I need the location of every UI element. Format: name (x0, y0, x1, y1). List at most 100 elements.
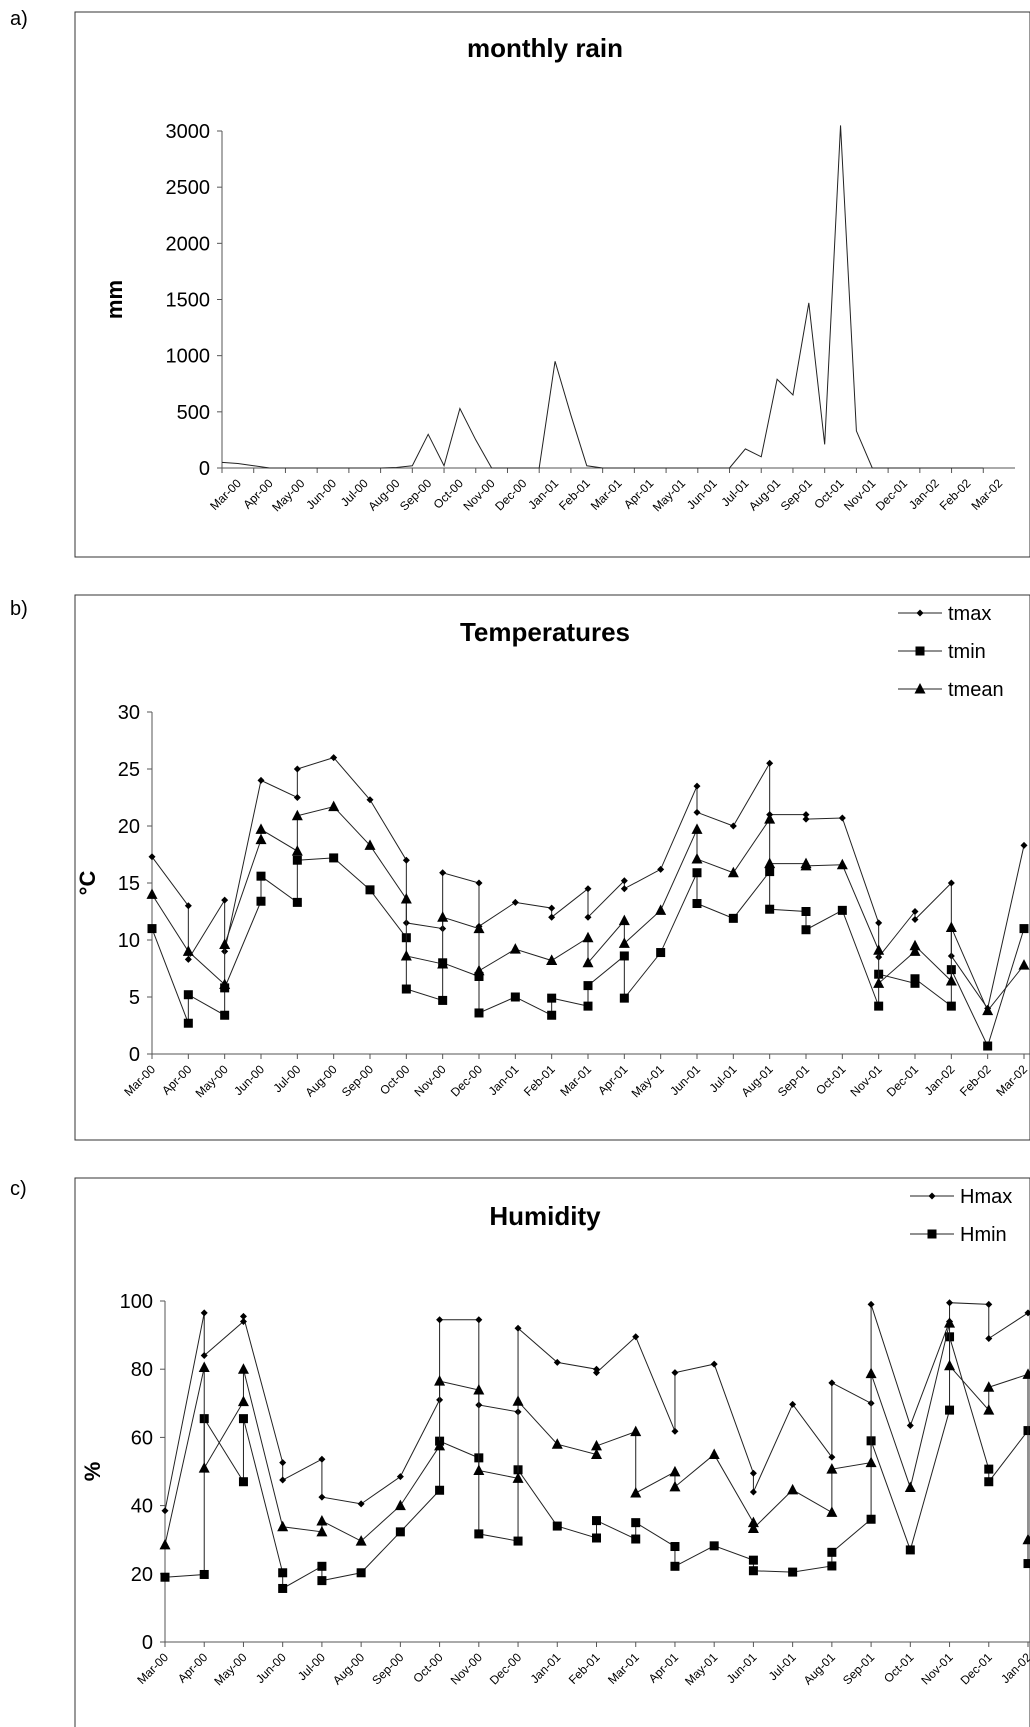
data-point-tmin (220, 1010, 230, 1020)
data-point-tmean (691, 823, 703, 834)
data-point-tmean (909, 945, 921, 956)
legend-marker (916, 609, 924, 617)
data-point-Hmax (396, 1473, 404, 1481)
y-tick-label: 30 (118, 702, 140, 724)
data-point-series-2 (787, 1483, 799, 1495)
data-point-tmax (947, 879, 955, 887)
data-point-tmax (802, 815, 810, 823)
data-point-tmin (801, 925, 811, 935)
data-point-tmin (946, 1001, 956, 1011)
data-point-tmean (291, 809, 303, 821)
data-point-Hmin (905, 1545, 915, 1555)
x-tick-label: Nov-00 (460, 476, 497, 513)
data-point-tmax (657, 865, 665, 873)
data-point-Hmin (278, 1583, 288, 1593)
data-point-tmean (364, 839, 376, 850)
x-tick-label: Feb-01 (521, 1062, 558, 1099)
chart-frame (74, 1177, 1030, 1727)
series-line-series-0 (221, 125, 984, 469)
data-point-series-2 (865, 1367, 877, 1379)
data-point-series-2 (434, 1375, 446, 1386)
legend-item-tmax: tmax (948, 603, 991, 625)
data-point-series-2 (512, 1472, 524, 1483)
y-tick-label: 0 (129, 1044, 140, 1066)
y-tick-label: 20 (118, 816, 140, 838)
data-point-tmean (509, 943, 521, 954)
x-tick-label: Apr-01 (595, 1062, 631, 1098)
data-point-tmax (402, 856, 410, 864)
data-point-Hmax (671, 1369, 679, 1377)
x-tick-label: May-00 (193, 1062, 231, 1100)
data-point-series-2 (277, 1520, 289, 1532)
x-tick-label: Nov-00 (412, 1062, 449, 1099)
x-tick-label: Oct-01 (811, 476, 847, 512)
y-axis-label: % (80, 1462, 105, 1482)
y-tick-label: 80 (131, 1359, 153, 1381)
data-point-tmin (292, 897, 302, 907)
data-point-tmax (911, 915, 919, 923)
x-tick-label: Jun-00 (231, 1062, 267, 1098)
data-point-Hmax (200, 1309, 208, 1317)
x-tick-label: Mar-02 (993, 1062, 1030, 1099)
data-point-tmin (438, 995, 448, 1005)
x-tick-label: Jun-00 (253, 1650, 289, 1686)
data-point-Hmin (552, 1521, 562, 1531)
x-tick-label: Jan-01 (528, 1650, 564, 1686)
data-point-tmax (584, 885, 592, 893)
x-tick-label: Jun-01 (667, 1062, 703, 1098)
data-point-series-2 (826, 1506, 838, 1517)
data-point-series-2 (316, 1525, 328, 1537)
data-point-Hmax (710, 1360, 718, 1368)
data-point-series-2 (551, 1438, 563, 1449)
x-tick-label: Nov-01 (918, 1650, 955, 1687)
y-tick-label: 0 (199, 458, 210, 480)
x-tick-label: Oct-01 (881, 1650, 917, 1686)
data-point-Hmax (239, 1312, 247, 1320)
y-tick-label: 2000 (166, 233, 211, 255)
chart-frame (74, 594, 1030, 1141)
x-tick-label: Aug-00 (330, 1650, 367, 1687)
panel-label-b: b) (10, 598, 28, 620)
data-point-tmean (219, 978, 231, 989)
x-tick-label: Oct-00 (410, 1650, 446, 1686)
chart-title: Temperatures (460, 617, 630, 647)
legend-item-Hmin: Hmin (960, 1224, 1007, 1246)
data-point-tmean (473, 964, 485, 976)
y-tick-label: 0 (142, 1632, 153, 1654)
data-point-tmean (909, 939, 921, 951)
data-point-tmax (875, 919, 883, 927)
data-point-tmax (184, 902, 192, 910)
y-tick-label: 1000 (166, 346, 211, 368)
data-point-Hmax (161, 1507, 169, 1515)
data-point-series-2 (669, 1480, 681, 1492)
x-tick-label: Mar-01 (557, 1062, 594, 1099)
data-point-Hmax (985, 1300, 993, 1308)
x-tick-label: May-01 (629, 1062, 667, 1100)
x-tick-label: Sep-01 (775, 1062, 812, 1099)
legend-item-tmean: tmean (948, 679, 1004, 701)
data-point-Hmax (749, 1488, 757, 1496)
data-point-Hmin (592, 1533, 601, 1543)
data-point-tmin (401, 984, 411, 994)
data-point-series-2 (944, 1359, 956, 1371)
data-point-series-2 (394, 1499, 406, 1511)
x-tick-label: Feb-01 (566, 1650, 603, 1687)
data-point-tmin (692, 899, 702, 909)
data-point-tmax (620, 885, 628, 893)
x-tick-label: Nov-01 (841, 476, 878, 513)
data-point-tmin (474, 971, 484, 981)
data-point-Hmax (749, 1469, 757, 1477)
data-point-Hmin (945, 1405, 955, 1415)
data-point-Hmax (632, 1333, 640, 1341)
data-point-tmax (366, 796, 374, 804)
y-axis-label: °C (75, 871, 100, 896)
x-tick-label: Aug-01 (746, 476, 783, 513)
data-point-series-2 (904, 1481, 916, 1493)
data-point-tmean (546, 954, 558, 966)
data-point-Hmax (789, 1400, 797, 1408)
data-point-tmean (873, 944, 885, 955)
data-point-tmin (583, 981, 593, 991)
panel-label-a: a) (10, 8, 28, 30)
data-point-tmax (293, 794, 301, 801)
